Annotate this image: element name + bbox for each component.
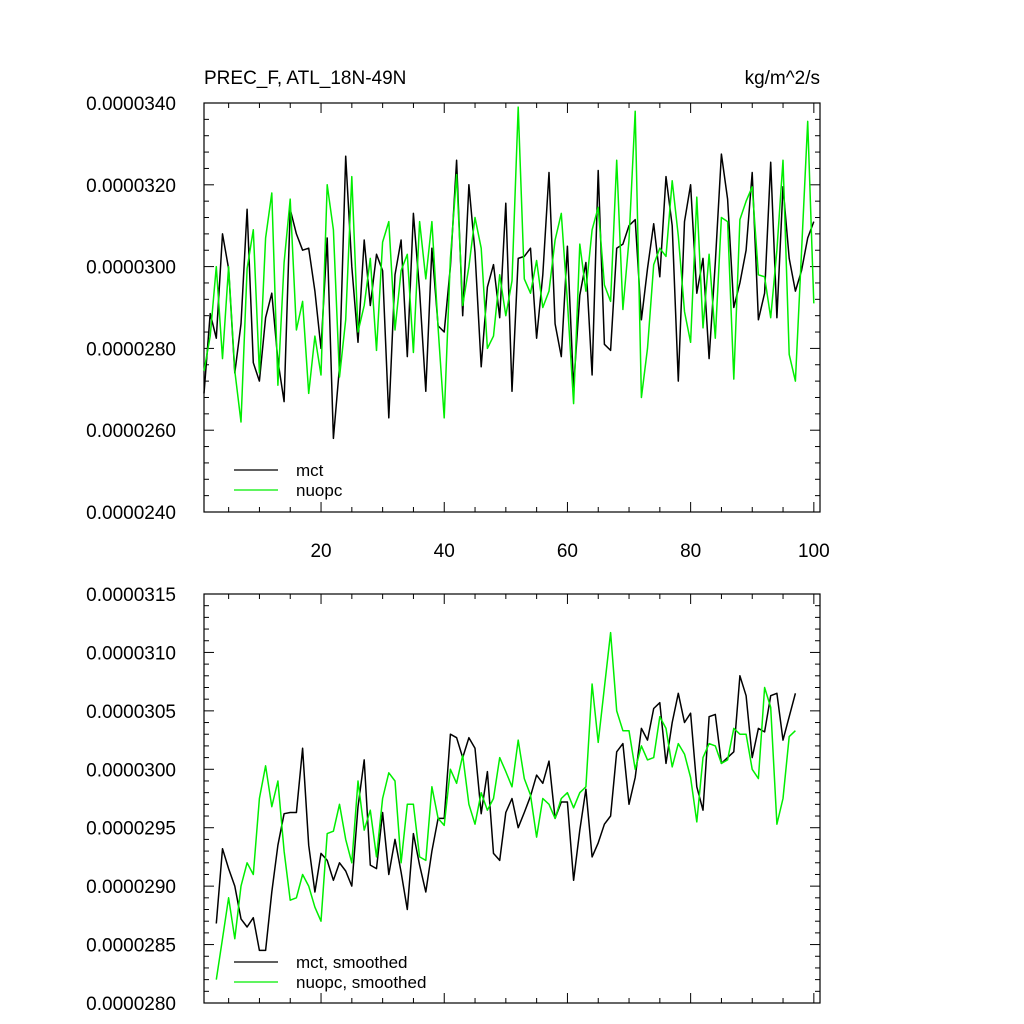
bottom-ticks: 0.0000280 0.0000285 0.0000290 0.0000295 0.00… xyxy=(86,585,820,1015)
top-series xyxy=(203,106,815,440)
legend-label-nuopc-smoothed: nuopc, smoothed xyxy=(296,973,426,992)
x-tick-label: 60 xyxy=(557,541,578,562)
x-tick-label: 100 xyxy=(798,541,830,562)
x-tick-label: 20 xyxy=(310,541,331,562)
y-tick-label: 0.0000285 xyxy=(86,936,176,957)
legend-label-nuopc: nuopc xyxy=(296,481,343,500)
top-chart-units: kg/m^2/s xyxy=(745,68,820,89)
bottom-legend: mct, smoothed nuopc, smoothed xyxy=(234,953,426,992)
legend-label-mct-smoothed: mct, smoothed xyxy=(296,953,408,972)
y-tick-label: 0.0000280 xyxy=(86,339,176,360)
y-tick-label: 0.0000305 xyxy=(86,702,176,723)
y-tick-label: 0.0000295 xyxy=(86,819,176,840)
x-tick-label: 40 xyxy=(434,541,455,562)
y-tick-label: 0.0000315 xyxy=(86,585,176,606)
y-tick-label: 0.0000300 xyxy=(86,258,176,279)
legend-label-mct: mct xyxy=(296,461,324,480)
y-tick-label: 0.0000290 xyxy=(86,877,176,898)
x-tick-label: 80 xyxy=(680,541,701,562)
bottom-panel: 0.0000280 0.0000285 0.0000290 0.0000295 0.00… xyxy=(86,585,821,1015)
y-tick-label: 0.0000260 xyxy=(86,421,176,442)
y-tick-label: 0.0000300 xyxy=(86,760,176,781)
y-tick-label: 0.0000310 xyxy=(86,643,176,664)
series-line-nuopc-smoothed xyxy=(215,631,796,980)
series-line-nuopc xyxy=(203,106,815,423)
top-legend: mct nuopc xyxy=(234,461,343,500)
top-ticks: 0.0000240 0.0000260 0.0000280 0.0000300 0.00… xyxy=(86,94,830,562)
top-plot-frame xyxy=(203,102,821,513)
y-tick-label: 0.0000320 xyxy=(86,176,176,197)
y-tick-label: 0.0000240 xyxy=(86,503,176,524)
top-panel: PREC_F, ATL_18N-49N kg/m^2/s 0.00002400.… xyxy=(86,68,830,562)
bottom-series xyxy=(215,631,797,980)
bottom-plot-frame xyxy=(203,593,821,1004)
y-tick-label: 0.0000280 xyxy=(86,994,176,1015)
y-tick-label: 0.0000340 xyxy=(86,94,176,115)
series-line-mct-smoothed xyxy=(215,675,797,952)
top-chart-title: PREC_F, ATL_18N-49N xyxy=(204,68,406,89)
